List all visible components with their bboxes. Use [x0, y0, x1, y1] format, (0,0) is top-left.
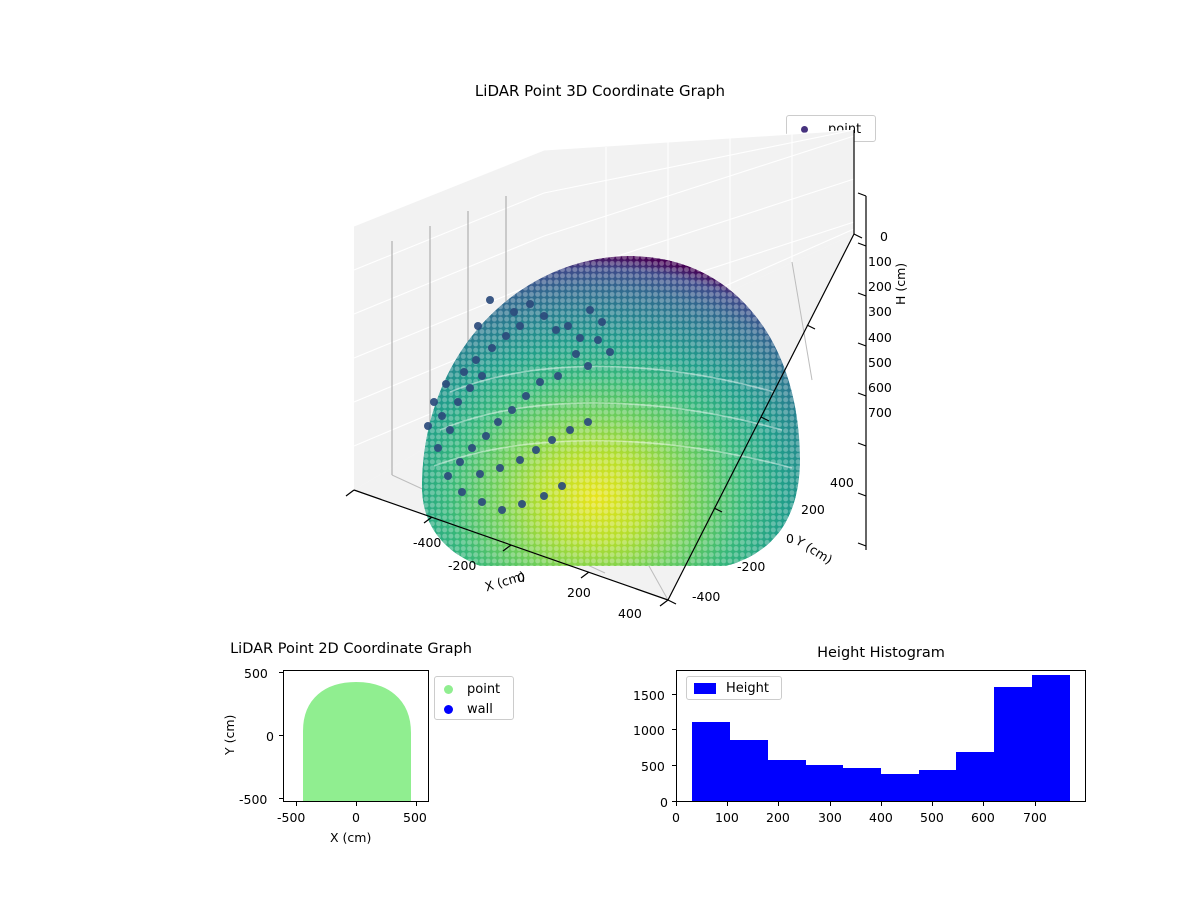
plot3d-zaxis	[857, 192, 867, 550]
histogram-xtick-5: 500	[920, 810, 944, 825]
plot3d-axes[interactable]	[330, 130, 890, 630]
histogram-bar	[805, 765, 844, 801]
plot3d-ytick-4: 400	[830, 475, 854, 490]
plot2d-legend: point wall	[434, 676, 514, 720]
histogram-xtick-0: 0	[672, 810, 680, 825]
plot3d-ztick-3: 300	[868, 304, 892, 319]
plot2d-xtick-mark-2	[416, 802, 417, 806]
plot3d-ztick-2: 200	[868, 279, 892, 294]
plot3d-title: LiDAR Point 3D Coordinate Graph	[474, 82, 726, 100]
histogram-ytick-mark-3	[672, 694, 676, 695]
plot2d-ytick-mark-0	[279, 672, 283, 673]
histogram-bar	[843, 768, 881, 801]
plot3d-ztick-7: 700	[868, 405, 892, 420]
histogram-bar	[881, 773, 919, 801]
plot2d-xtick-0: -500	[277, 810, 306, 825]
histogram-legend: Height	[686, 676, 782, 700]
histogram-ytick-3: 1500	[633, 688, 665, 703]
plot3d-xtick-2: 0	[517, 570, 525, 585]
histogram-ytick-2: 1000	[633, 723, 665, 738]
plot3d-ytick-2: 0	[786, 531, 794, 546]
plot2d-yaxis-label: Y (cm)	[222, 714, 237, 755]
histogram-xtick-mark-7	[1035, 802, 1036, 806]
plot3d-wall-points	[424, 296, 614, 514]
plot3d-ztick-6: 600	[868, 380, 892, 395]
histogram-xtick-mark-5	[932, 802, 933, 806]
plot2d-xtick-mark-0	[296, 802, 297, 806]
histogram-bar	[767, 760, 806, 801]
histogram-xtick-mark-2	[778, 802, 779, 806]
plot3d-ztick-1: 100	[868, 254, 892, 269]
plot3d-canvas	[345, 130, 863, 607]
plot3d-xtick-4: 400	[618, 606, 642, 621]
histogram-xtick-4: 400	[869, 810, 893, 825]
histogram-bar	[994, 687, 1032, 801]
plot2d-xtick-mark-1	[356, 802, 357, 806]
plot3d-ytick-0: -400	[692, 589, 721, 604]
legend-marker-point-icon	[801, 125, 808, 133]
histogram-ytick-0: 0	[660, 795, 668, 810]
plot3d-xtick-3: 200	[567, 585, 591, 600]
plot2d-ytick-0: 500	[244, 666, 268, 681]
plot2d-legend-label-1: wall	[467, 701, 493, 717]
histogram-xtick-1: 100	[715, 810, 739, 825]
histogram-xtick-mark-0	[676, 802, 677, 806]
histogram-bar	[1031, 674, 1070, 801]
histogram-axes[interactable]	[676, 670, 1086, 802]
plot2d-ytick-mark-1	[279, 735, 283, 736]
histogram-ytick-mark-2	[672, 729, 676, 730]
plot2d-ytick-1: 0	[266, 729, 274, 744]
legend-marker-point-2d-icon	[444, 684, 453, 694]
plot3d-ytick-3: 200	[801, 502, 825, 517]
histogram-ytick-mark-0	[672, 801, 676, 802]
histogram-title: Height Histogram	[817, 645, 945, 661]
plot2d-ytick-2: -500	[239, 792, 268, 807]
plot3d-xtick-1: -200	[448, 558, 477, 573]
histogram-ytick-1: 500	[641, 759, 665, 774]
histogram-bar	[692, 722, 731, 801]
plot2d-axes[interactable]	[283, 670, 429, 802]
histogram-xtick-mark-6	[983, 802, 984, 806]
plot3d-ztick-0: 0	[880, 229, 888, 244]
plot3d-ztick-4: 400	[868, 330, 892, 345]
plot2d-title: LiDAR Point 2D Coordinate Graph	[230, 641, 472, 657]
histogram-ytick-mark-1	[672, 765, 676, 766]
histogram-xtick-2: 200	[766, 810, 790, 825]
plot2d-ytick-mark-2	[279, 798, 283, 799]
plot2d-point-cloud	[303, 682, 411, 801]
plot3d-ytick-1: -200	[737, 559, 766, 574]
plot3d-xtick-0: -400	[413, 535, 442, 550]
histogram-xtick-mark-1	[727, 802, 728, 806]
histogram-xtick-mark-4	[881, 802, 882, 806]
plot2d-legend-label-0: point	[467, 681, 501, 697]
plot3d-ztick-5: 500	[868, 355, 892, 370]
histogram-xtick-7: 700	[1023, 810, 1047, 825]
plot2d-xaxis-label: X (cm)	[330, 830, 372, 845]
histogram-xtick-6: 600	[971, 810, 995, 825]
plot2d-xtick-1: 0	[352, 810, 360, 825]
legend-marker-wall-2d-icon	[444, 704, 453, 714]
legend-swatch-height-icon	[694, 682, 716, 694]
histogram-bar	[730, 739, 768, 801]
histogram-xtick-3: 300	[818, 810, 842, 825]
plot2d-xtick-2: 500	[403, 810, 427, 825]
histogram-xtick-mark-3	[830, 802, 831, 806]
histogram-bar	[956, 751, 995, 801]
plot3d-zaxis-label: H (cm)	[893, 262, 908, 305]
histogram-legend-label: Height	[726, 680, 769, 696]
histogram-bar	[918, 769, 957, 801]
